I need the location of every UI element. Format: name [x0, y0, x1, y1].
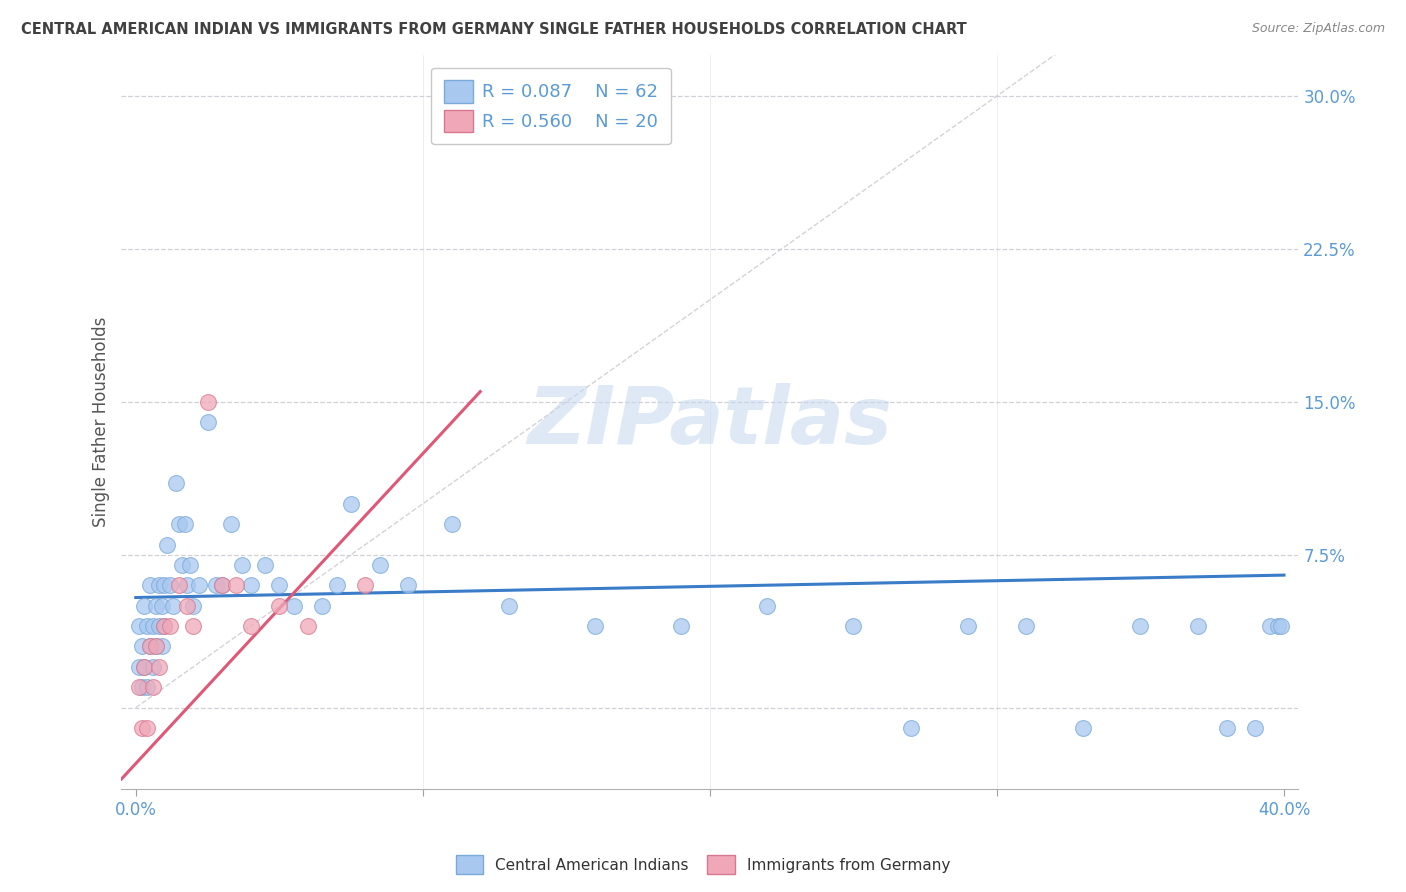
- Point: [253, 558, 276, 572]
- Point: [269, 578, 291, 592]
- Point: [181, 599, 204, 613]
- Point: [900, 721, 922, 735]
- Point: [131, 680, 153, 694]
- Point: [311, 599, 333, 613]
- Point: [145, 640, 167, 654]
- Point: [150, 599, 173, 613]
- Point: [131, 640, 153, 654]
- Point: [134, 660, 156, 674]
- Point: [197, 394, 219, 409]
- Point: [128, 619, 150, 633]
- Point: [136, 680, 159, 694]
- Point: [159, 578, 181, 592]
- Y-axis label: Single Father Households: Single Father Households: [93, 317, 110, 527]
- Point: [368, 558, 391, 572]
- Text: Source: ZipAtlas.com: Source: ZipAtlas.com: [1251, 22, 1385, 36]
- Point: [283, 599, 305, 613]
- Point: [142, 660, 165, 674]
- Point: [211, 578, 233, 592]
- Point: [957, 619, 980, 633]
- Point: [159, 619, 181, 633]
- Point: [134, 660, 156, 674]
- Point: [231, 558, 253, 572]
- Point: [128, 680, 150, 694]
- Point: [165, 476, 187, 491]
- Point: [1258, 619, 1281, 633]
- Point: [128, 660, 150, 674]
- Point: [1244, 721, 1267, 735]
- Legend: R = 0.087    N = 62, R = 0.560    N = 20: R = 0.087 N = 62, R = 0.560 N = 20: [432, 68, 671, 145]
- Point: [325, 578, 347, 592]
- Point: [340, 497, 363, 511]
- Point: [269, 599, 291, 613]
- Point: [142, 680, 165, 694]
- Point: [1215, 721, 1237, 735]
- Point: [145, 640, 167, 654]
- Point: [145, 599, 167, 613]
- Point: [167, 517, 190, 532]
- Text: CENTRAL AMERICAN INDIAN VS IMMIGRANTS FROM GERMANY SINGLE FATHER HOUSEHOLDS CORR: CENTRAL AMERICAN INDIAN VS IMMIGRANTS FR…: [21, 22, 967, 37]
- Point: [583, 619, 606, 633]
- Point: [176, 599, 198, 613]
- Point: [239, 619, 262, 633]
- Point: [197, 415, 219, 429]
- Point: [398, 578, 420, 592]
- Point: [1270, 619, 1292, 633]
- Point: [153, 619, 176, 633]
- Point: [440, 517, 463, 532]
- Point: [842, 619, 865, 633]
- Point: [297, 619, 319, 633]
- Point: [148, 660, 170, 674]
- Point: [156, 537, 179, 551]
- Point: [148, 578, 170, 592]
- Point: [167, 578, 190, 592]
- Legend: Central American Indians, Immigrants from Germany: Central American Indians, Immigrants fro…: [450, 849, 956, 880]
- Point: [176, 578, 198, 592]
- Point: [170, 558, 193, 572]
- Point: [669, 619, 692, 633]
- Point: [181, 619, 204, 633]
- Point: [142, 619, 165, 633]
- Point: [1187, 619, 1209, 633]
- Point: [162, 599, 184, 613]
- Point: [1267, 619, 1289, 633]
- Point: [150, 640, 173, 654]
- Point: [139, 578, 162, 592]
- Point: [187, 578, 209, 592]
- Point: [131, 721, 153, 735]
- Point: [1071, 721, 1094, 735]
- Point: [179, 558, 201, 572]
- Point: [354, 578, 377, 592]
- Point: [148, 619, 170, 633]
- Point: [139, 640, 162, 654]
- Point: [1014, 619, 1036, 633]
- Point: [205, 578, 228, 592]
- Text: ZIPatlas: ZIPatlas: [527, 384, 893, 461]
- Point: [756, 599, 779, 613]
- Point: [225, 578, 247, 592]
- Point: [1129, 619, 1152, 633]
- Point: [136, 619, 159, 633]
- Point: [153, 578, 176, 592]
- Point: [153, 619, 176, 633]
- Point: [498, 599, 520, 613]
- Point: [219, 517, 242, 532]
- Point: [136, 721, 159, 735]
- Point: [134, 599, 156, 613]
- Point: [139, 640, 162, 654]
- Point: [239, 578, 262, 592]
- Point: [211, 578, 233, 592]
- Point: [173, 517, 195, 532]
